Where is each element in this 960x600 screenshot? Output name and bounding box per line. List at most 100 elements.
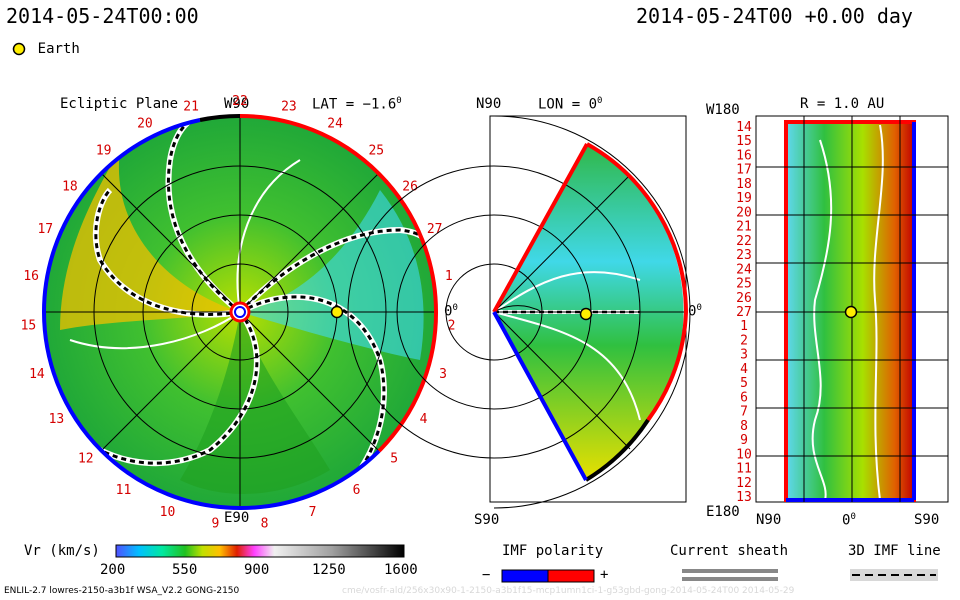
imf3d-label: 3D IMF line — [848, 543, 941, 559]
ecliptic-right-degree: 0 — [452, 303, 458, 313]
ecliptic-right-label: 00 — [444, 303, 458, 320]
ecliptic-title: Ecliptic Plane — [60, 96, 179, 112]
ecliptic-top-label: W90 — [224, 96, 250, 112]
earth-legend-label: Earth — [37, 41, 80, 57]
radial-row-20: 20 — [736, 205, 752, 220]
radial-row-21: 21 — [736, 220, 752, 235]
velocity-colorbar — [115, 544, 405, 558]
radial-row-labels: 1415161718192021222324252627123456789101… — [736, 120, 752, 505]
radial-row-13: 13 — [736, 490, 752, 505]
meridional-bottom-label: S90 — [474, 512, 500, 528]
radial-row-18: 18 — [736, 177, 752, 192]
radial-row-10: 10 — [736, 447, 752, 462]
radial-row-1: 1 — [740, 319, 748, 334]
model-footer: ENLIL-2.7 lowres-2150-a3b1f WSA_V2.2 GON… — [4, 586, 240, 596]
ecliptic-tick-13: 13 — [49, 412, 65, 427]
meridional-top-label: N90 — [476, 96, 502, 112]
radial-row-25: 25 — [736, 277, 752, 292]
radial-row-3: 3 — [740, 348, 748, 363]
radial-bottom-label: E180 — [706, 504, 740, 520]
ecliptic-tick-10: 10 — [160, 505, 176, 520]
radial-x-label-zero: 00 — [842, 512, 856, 529]
radial-x-zero-degree: 0 — [850, 512, 856, 522]
ecliptic-tick-22: 22 — [232, 94, 248, 109]
meridional-right-value: 0 — [688, 303, 697, 320]
meridional-right-label: 00 — [688, 303, 702, 320]
ecliptic-plane-disk — [41, 113, 439, 511]
radial-top-label: W180 — [706, 102, 740, 118]
radial-row-12: 12 — [736, 476, 752, 491]
ecliptic-tick-19: 19 — [96, 144, 112, 159]
ecliptic-tick-18: 18 — [62, 179, 78, 194]
ecliptic-right-value: 0 — [444, 303, 453, 320]
lon-degree: 0 — [597, 96, 603, 106]
meridional-earth-marker — [579, 307, 593, 321]
ecliptic-tick-4: 4 — [420, 412, 428, 427]
radial-row-19: 19 — [736, 191, 752, 206]
radial-row-8: 8 — [740, 419, 748, 434]
ecliptic-tick-5: 5 — [390, 452, 398, 467]
earth-marker-icon — [12, 42, 26, 55]
datetime-right-value: 2014-05-24T00 — [636, 4, 793, 28]
radial-row-22: 22 — [736, 234, 752, 249]
lat-value: LAT = −1.6 — [312, 96, 397, 113]
radial-row-16: 16 — [736, 149, 752, 164]
radial-row-27: 27 — [736, 305, 752, 320]
radial-row-2: 2 — [740, 334, 748, 349]
imf-polarity-label: IMF polarity — [502, 543, 604, 559]
ecliptic-tick-7: 7 — [309, 505, 317, 520]
ecliptic-tick-24: 24 — [327, 117, 343, 132]
ecliptic-tick-14: 14 — [29, 367, 45, 382]
colorbar-tick-900: 900 — [244, 562, 270, 578]
colorbar-label: Vr (km/s) — [24, 543, 100, 559]
ecliptic-earth-marker — [330, 305, 344, 319]
ecliptic-tick-27: 27 — [427, 222, 443, 237]
radial-row-14: 14 — [736, 120, 752, 135]
colorbar-tick-1600: 1600 — [384, 562, 418, 578]
ecliptic-tick-12: 12 — [78, 452, 94, 467]
colorbar-tick-200: 200 — [100, 562, 126, 578]
imf-polarity-bar — [501, 569, 595, 583]
radial-row-23: 23 — [736, 248, 752, 263]
datetime-right: 2014-05-24T00 +0.00 day — [636, 4, 913, 28]
ecliptic-tick-9: 9 — [211, 517, 219, 532]
radial-row-15: 15 — [736, 134, 752, 149]
meridional-right-degree: 0 — [696, 303, 702, 313]
colorbar-tick-550: 550 — [172, 562, 198, 578]
ecliptic-tick-1: 1 — [445, 269, 453, 284]
ecliptic-tick-11: 11 — [116, 483, 132, 498]
current-sheath-legend-swatch — [682, 569, 778, 581]
ecliptic-tick-6: 6 — [353, 483, 361, 498]
radial-row-17: 17 — [736, 163, 752, 178]
meridional-lon-label: LON = 00 — [538, 96, 602, 113]
meridional-plane — [347, 115, 691, 509]
lon-value: LON = 0 — [538, 96, 598, 113]
radial-row-26: 26 — [736, 291, 752, 306]
ecliptic-tick-26: 26 — [402, 179, 418, 194]
ecliptic-tick-20: 20 — [137, 117, 153, 132]
radial-x-zero-value: 0 — [842, 512, 851, 529]
run-footer: cme/vosfr-ald/256x30x90-1-2150-a3b1f15-m… — [342, 586, 795, 596]
ecliptic-tick-3: 3 — [439, 367, 447, 382]
radial-panel — [755, 115, 949, 503]
radial-x-label-n90: N90 — [756, 512, 782, 528]
datetime-title: 2014-05-24T00:00 — [6, 4, 199, 28]
ecliptic-tick-17: 17 — [37, 222, 53, 237]
ecliptic-tick-21: 21 — [183, 100, 199, 115]
radial-x-label-s90: S90 — [914, 512, 940, 528]
radial-title: R = 1.0 AU — [800, 96, 885, 112]
ecliptic-tick-25: 25 — [368, 144, 384, 159]
ecliptic-tick-8: 8 — [261, 517, 269, 532]
ecliptic-tick-16: 16 — [23, 269, 39, 284]
radial-row-6: 6 — [740, 390, 748, 405]
imf3d-legend-swatch — [850, 569, 938, 581]
ecliptic-tick-23: 23 — [281, 100, 297, 115]
colorbar-tick-1250: 1250 — [312, 562, 346, 578]
earth-legend: Earth — [12, 38, 80, 57]
radial-row-5: 5 — [740, 376, 748, 391]
radial-row-9: 9 — [740, 433, 748, 448]
ecliptic-tick-15: 15 — [21, 318, 37, 333]
day-offset: +0.00 day — [804, 4, 913, 28]
